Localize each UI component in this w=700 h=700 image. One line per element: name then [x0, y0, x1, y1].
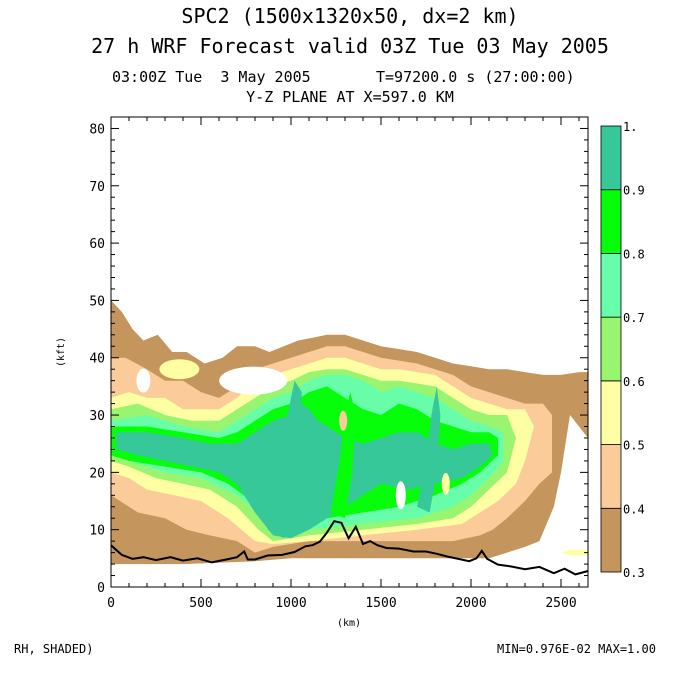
x-tick-label: 0 [107, 596, 115, 611]
terrain-line [110, 519, 589, 576]
colorbar-swatch [600, 380, 622, 445]
valid-time-label: 03:00Z Tue 3 May 2005 [112, 68, 311, 86]
y-tick-label: 80 [89, 122, 105, 137]
x-tick-label: 2000 [455, 596, 486, 611]
colorbar-label: 0.9 [623, 184, 645, 198]
rh-region-0.9-core [267, 380, 302, 539]
y-axis-label: (kft) [56, 337, 67, 367]
colorbar-swatch [600, 444, 622, 509]
colorbar-swatch [600, 125, 622, 191]
colorbar-label: 0.3 [623, 566, 645, 580]
colorbar: 0.3 0.4 0.5 0.6 0.7 0.8 0.9 1. [600, 120, 645, 580]
colorbar-swatch [600, 189, 622, 254]
plane-label: Y-Z PLANE AT X=597.0 KM [246, 88, 454, 106]
dry-pocket-upper-left [136, 368, 151, 393]
colorbar-label: 0.5 [623, 439, 645, 453]
x-tick-label: 1000 [275, 596, 306, 611]
chart-title: SPC2 (1500x1320x50, dx=2 km) [181, 4, 519, 28]
y-tick-label: 40 [89, 352, 105, 367]
rh-cell-lower-right [563, 549, 588, 556]
rh-region-0.9-core-east [417, 386, 441, 513]
colorbar-swatch [600, 507, 622, 573]
rh-region-0.9 [116, 403, 493, 539]
colorbar-label: 0.8 [623, 247, 645, 261]
colorbar-label: 1. [623, 120, 637, 134]
chart-subtitle: 27 h WRF Forecast valid 03Z Tue 03 May 2… [91, 34, 609, 58]
y-tick-label: 0 [97, 581, 105, 596]
dry-streak-east [441, 472, 450, 495]
min-max-label: MIN=0.976E-02 MAX=1.00 [497, 642, 656, 656]
colorbar-swatch [600, 316, 622, 382]
y-tick-label: 10 [89, 524, 105, 539]
x-axis: 0 500 1000 1500 2000 2500 [107, 117, 580, 611]
y-tick-label: 20 [89, 466, 105, 481]
rh-cell-upper-left [159, 359, 200, 380]
dry-pocket-upper-middle [219, 366, 288, 395]
colorbar-label: 0.4 [623, 502, 645, 516]
plot-frame [110, 116, 589, 588]
y-tick-label: 60 [89, 237, 105, 252]
x-tick-label: 500 [189, 596, 212, 611]
y-tick-label: 30 [89, 409, 105, 424]
dry-streak-center [339, 410, 348, 431]
colorbar-label: 0.6 [623, 375, 645, 389]
field-label: RH, SHADED) [14, 642, 94, 656]
y-tick-label: 70 [89, 180, 105, 195]
y-axis: 0 10 20 30 40 50 60 70 80 [89, 122, 588, 596]
rh-shaded-field [111, 300, 588, 565]
colorbar-swatch [600, 253, 622, 318]
colorbar-label: 0.7 [623, 311, 645, 325]
x-tick-label: 1500 [365, 596, 396, 611]
rh-region-0.8-core [330, 392, 356, 519]
x-tick-label: 2500 [545, 596, 576, 611]
simulation-time-label: T=97200.0 s (27:00:00) [376, 68, 575, 86]
y-tick-label: 50 [89, 294, 105, 309]
dry-streak-south [395, 481, 406, 510]
x-axis-label: (km) [337, 618, 361, 629]
